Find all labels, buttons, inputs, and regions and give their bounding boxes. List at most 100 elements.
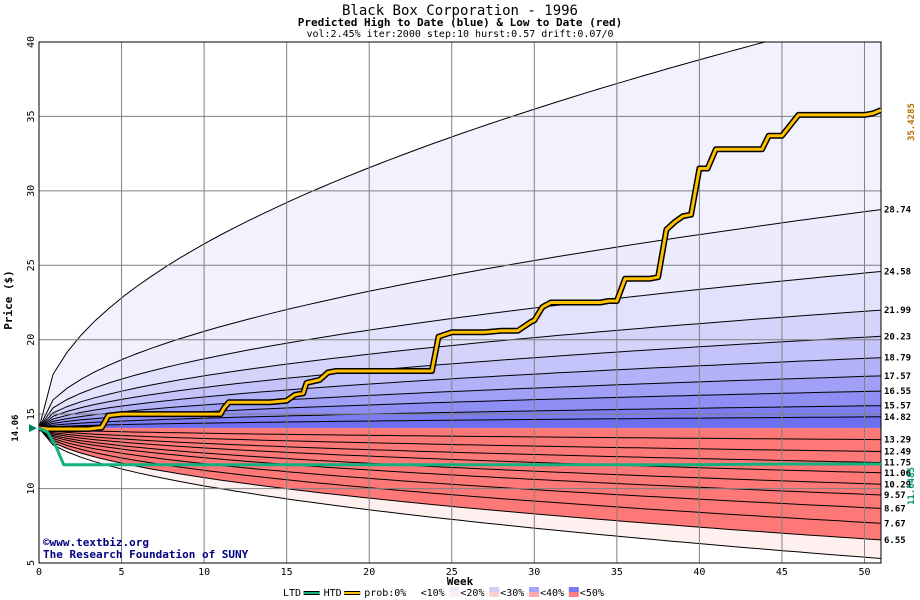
ltd-end-label: 11.6485 — [907, 467, 917, 505]
y-tick-label: 5 — [26, 560, 37, 566]
legend-swatch-low — [449, 592, 460, 597]
percentile-line-2 — [39, 271, 881, 429]
percentile-line-5 — [39, 357, 881, 429]
percentile-line-3 — [39, 309, 881, 429]
percentile-line-4 — [39, 335, 881, 429]
percentile-line-0 — [39, 42, 767, 429]
legend-label-ltd: LTD — [283, 588, 301, 599]
percentile-end-label: 6.55 — [884, 536, 906, 546]
plot-area: 0 5 10 15 20 25 30 35 40 45 5051015202530354014.06… — [11, 36, 917, 578]
legend-label-htd: HTD — [324, 588, 342, 599]
x-tick-label: 30 — [528, 567, 540, 578]
percentile-line-10 — [39, 427, 881, 559]
percentile-line-16 — [39, 427, 881, 496]
series-lines — [39, 107, 881, 467]
percentile-line-9 — [39, 416, 881, 429]
percentile-end-label: 17.57 — [884, 372, 911, 382]
percentile-end-label: 16.55 — [884, 387, 911, 397]
legend: LTD HTD prob:0% <10% <20% <30% <40% <50% — [283, 587, 604, 599]
high-band-0 — [39, 42, 881, 429]
y-tick-label: 35 — [26, 110, 37, 122]
high-band-7 — [39, 391, 881, 429]
percentile-line-15 — [39, 427, 881, 485]
percentile-line-17 — [39, 427, 881, 509]
high-band-1 — [39, 209, 881, 429]
percentile-line-8 — [39, 405, 881, 429]
chart-params: vol:2.45% iter:2000 step:10 hurst:0.57 d… — [306, 29, 613, 40]
percentile-line-14 — [39, 427, 881, 474]
chart-title: Black Box Corporation - 1996 — [342, 3, 578, 19]
percentile-end-label: 18.79 — [884, 354, 911, 364]
legend-swatch-high — [529, 587, 539, 592]
high-band-5 — [39, 357, 881, 429]
percentile-line-18 — [39, 427, 881, 524]
legend-swatch-low — [529, 592, 539, 597]
x-tick-label: 20 — [363, 567, 375, 578]
y-tick-label: 40 — [26, 36, 37, 48]
credit-url: ©www.textbiz.org — [43, 536, 149, 549]
percentile-end-label: 15.57 — [884, 402, 911, 412]
ltd-line — [39, 426, 881, 467]
start-value-marker — [29, 424, 37, 433]
high-band-9 — [39, 416, 881, 429]
chart-subtitle: Predicted High to Date (blue) & Low to D… — [298, 16, 623, 29]
percentile-end-label: 13.29 — [884, 436, 911, 446]
y-tick-label: 10 — [26, 483, 37, 495]
legend-prob-label: prob:0% — [364, 588, 406, 599]
high-band-2 — [39, 271, 881, 429]
x-tick-label: 15 — [281, 567, 293, 578]
x-tick-label: 45 — [776, 567, 788, 578]
credit-org: The Research Foundation of SUNY — [43, 548, 249, 561]
x-tick-label: 10 — [198, 567, 210, 578]
percentile-end-label: 7.67 — [884, 519, 906, 529]
percentile-end-label: 11.75 — [884, 459, 911, 469]
percentile-line-11 — [39, 427, 881, 441]
y-tick-label: 20 — [26, 334, 37, 346]
y-tick-label: 25 — [26, 259, 37, 271]
x-tick-label: 40 — [693, 567, 705, 578]
percentile-end-label: 21.99 — [884, 306, 911, 316]
percentile-line-1 — [39, 209, 881, 429]
percentile-end-label: 20.23 — [884, 332, 911, 342]
legend-swatch-label: <40% — [540, 588, 564, 599]
x-tick-label: 25 — [446, 567, 458, 578]
percentile-end-label: 12.49 — [884, 448, 911, 458]
y-tick-label: 30 — [26, 185, 37, 197]
legend-swatch-label: <30% — [500, 588, 524, 599]
percentile-end-label: 10.29 — [884, 480, 911, 490]
legend-swatch-high — [568, 587, 579, 592]
legend-swatch-label: <50% — [580, 588, 604, 599]
legend-swatch-high — [489, 587, 500, 592]
legend-swatch-low — [409, 592, 420, 597]
percentile-line-6 — [39, 375, 881, 429]
percentile-line-12 — [39, 427, 881, 452]
legend-swatch-label: <20% — [460, 588, 484, 599]
legend-swatch-label: <10% — [421, 588, 445, 599]
percentile-end-label: 9.57 — [884, 491, 906, 501]
plot-frame — [38, 41, 882, 564]
percentile-end-label: 24.58 — [884, 268, 911, 278]
percentile-end-label: 11.06 — [884, 469, 911, 479]
x-tick-label: 50 — [858, 567, 870, 578]
legend-swatch-low — [489, 592, 500, 597]
start-value-label: 14.06 — [11, 415, 21, 442]
high-band-6 — [39, 375, 881, 429]
legend-swatch-low — [568, 592, 579, 597]
right-labels: 28.74 24.58 21.99 20.23 18.79 17.57 16.55 15.57… — [884, 103, 917, 546]
legend-swatch-high — [409, 587, 420, 592]
htd-line — [39, 108, 881, 431]
percentile-end-label: 14.82 — [884, 413, 911, 423]
x-axis-label: Week — [447, 575, 474, 588]
x-tick-label: 35 — [611, 567, 623, 578]
x-tick-label: 5 — [119, 567, 125, 578]
percentile-line-19 — [39, 427, 881, 541]
htd-end-label: 35.4285 — [907, 103, 917, 141]
legend-swatch-high — [449, 587, 460, 592]
y-tick-label: 15 — [26, 408, 37, 420]
percentile-end-label: 8.67 — [884, 504, 906, 514]
percentile-end-label: 28.74 — [884, 206, 912, 216]
percentile-line-13 — [39, 427, 881, 463]
x-tick-label: 0 — [36, 567, 42, 578]
